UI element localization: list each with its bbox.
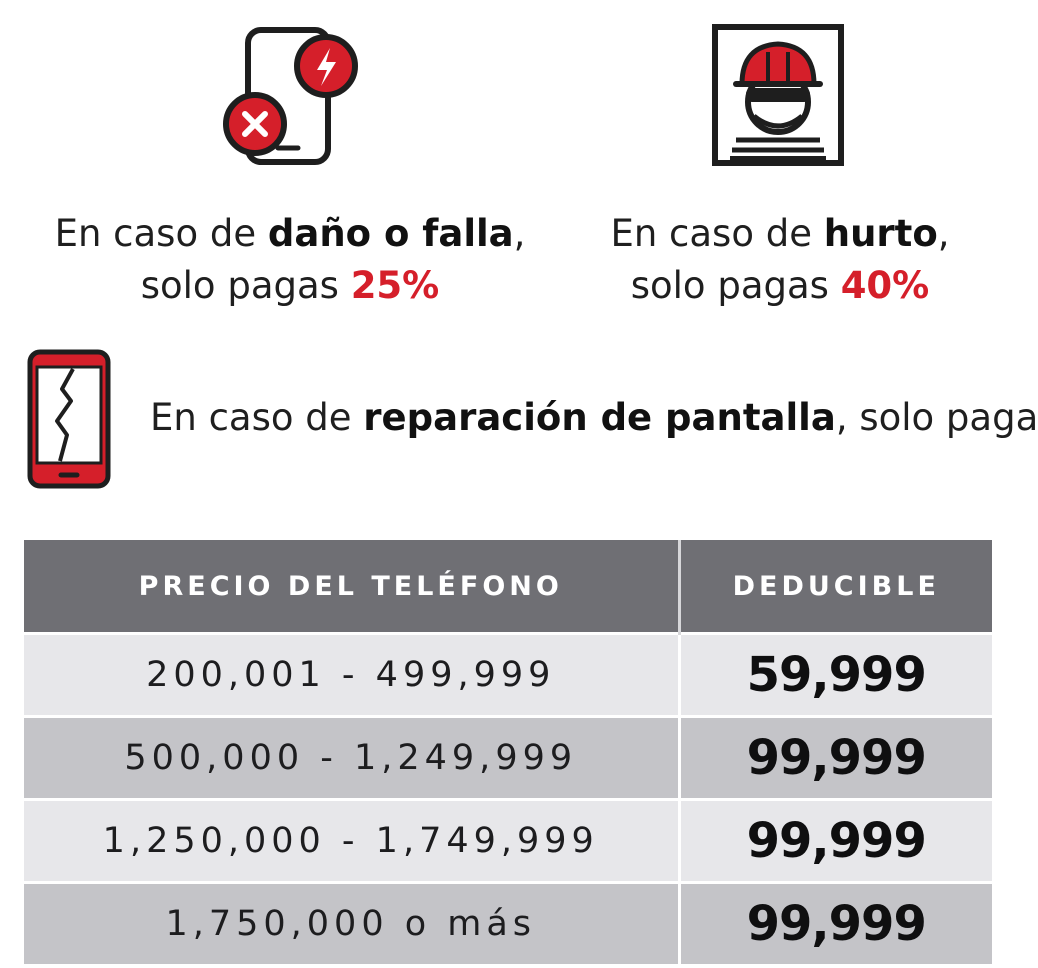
screen-repair-label: reparación de pantalla xyxy=(363,396,836,439)
price-range-cell: 1,250,000 - 1,749,999 xyxy=(24,798,681,883)
deductible-cell: 99,999 xyxy=(679,881,992,964)
theft-label: hurto xyxy=(823,212,938,255)
damage-label: daño o falla xyxy=(267,212,514,255)
table-row: 500,000 - 1,249,999 99,999 xyxy=(24,715,992,800)
column-header-price: PRECIO DEL TELÉFONO xyxy=(24,540,681,634)
damage-caption: En caso de daño o falla, solo pagas 25% xyxy=(54,212,526,307)
deductibles-table: PRECIO DEL TELÉFONO DEDUCIBLE 200,001 - … xyxy=(24,540,992,964)
table-row: 1,750,000 o más 99,999 xyxy=(24,881,992,964)
deductible-cell: 99,999 xyxy=(679,798,992,883)
cracked-screen-icon xyxy=(27,349,111,489)
table-row: 200,001 - 499,999 59,999 xyxy=(24,632,992,717)
theft-percentage: 40% xyxy=(840,264,930,307)
table-row: 1,250,000 - 1,749,999 99,999 xyxy=(24,798,992,883)
price-range-cell: 1,750,000 o más xyxy=(24,881,681,964)
price-range-cell: 500,000 - 1,249,999 xyxy=(24,715,681,800)
deductible-cell: 99,999 xyxy=(679,715,992,800)
column-header-deductible: DEDUCIBLE xyxy=(679,540,992,634)
theft-caption: En caso de hurto, solo pagas 40% xyxy=(610,212,950,307)
damage-percentage: 25% xyxy=(350,264,440,307)
phone-damage-icon xyxy=(223,27,358,165)
deductible-cell: 59,999 xyxy=(679,632,992,717)
table-header-row: PRECIO DEL TELÉFONO DEDUCIBLE xyxy=(24,540,992,634)
thief-icon xyxy=(712,24,844,166)
screen-repair-caption: En caso de reparación de pantalla, solo … xyxy=(150,396,1038,439)
price-range-cell: 200,001 - 499,999 xyxy=(24,632,681,717)
